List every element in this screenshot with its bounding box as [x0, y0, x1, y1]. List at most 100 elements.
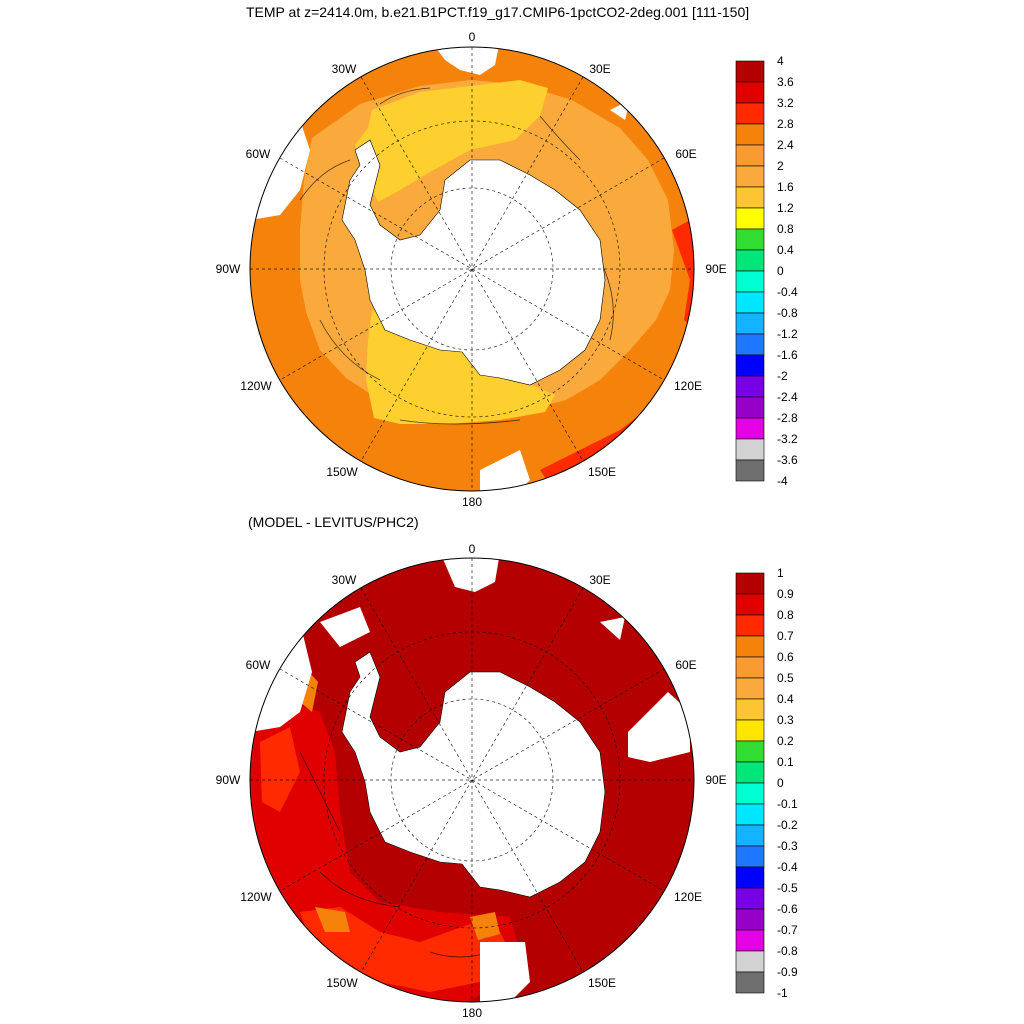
- colorbar-label: -2: [777, 369, 788, 383]
- bottom-longitude-labels: 0 30E 60E 90E 120E 150E 180 150W 120W 90…: [216, 542, 727, 1020]
- top-polar-map: 0 30E 60E 90E 120E 150E 180 150W 120W 90…: [216, 30, 798, 509]
- colorbar-swatch: [735, 123, 765, 146]
- land-mask-north: [440, 558, 500, 592]
- top-colorbar: 4 3.6 3.2 2.8 2.4 2 1.6 1.2 0.8 0.4 0 -0.4 -0.8 -1.2 -…: [735, 54, 798, 488]
- land-mask-south: [480, 942, 530, 1002]
- colorbar-label: -4: [777, 474, 788, 488]
- colorbar-swatch: [735, 614, 765, 637]
- lon-label-0: 0: [469, 30, 476, 44]
- colorbar-label: -0.5: [777, 881, 798, 895]
- colorbar-swatch: [735, 824, 765, 847]
- lon-label-150w: 150W: [326, 976, 358, 990]
- land-mask-east-coast: [628, 692, 690, 762]
- colorbar-label: 0.2: [777, 734, 794, 748]
- lon-label-90e: 90E: [705, 773, 726, 787]
- colorbar-label: 1: [777, 566, 784, 580]
- colorbar-label: -0.7: [777, 923, 798, 937]
- lon-label-120w: 120W: [240, 379, 272, 393]
- colorbar-label: -0.4: [777, 860, 798, 874]
- antarctica-mask: [341, 651, 606, 898]
- colorbar-label: -3.6: [777, 453, 798, 467]
- colorbar-swatch: [735, 102, 765, 125]
- lon-label-60e: 60E: [675, 658, 696, 672]
- antarctica-mask: [341, 139, 606, 386]
- colorbar-swatch: [735, 656, 765, 679]
- lon-label-30w: 30W: [332, 62, 357, 76]
- field-contours: [299, 87, 614, 425]
- colorbar-label: -2.4: [777, 390, 798, 404]
- colorbar-swatch: [735, 291, 765, 314]
- colorbar-swatch: [735, 144, 765, 167]
- colorbar-label: -2.8: [777, 411, 798, 425]
- bottom-map-title: (MODEL - LEVITUS/PHC2): [248, 514, 419, 530]
- field-high-north: [355, 80, 548, 202]
- colorbar-label: -3.2: [777, 432, 798, 446]
- bottom-field: [250, 558, 694, 1002]
- field-south-accent-1: [315, 907, 350, 932]
- colorbar-swatch: [735, 887, 765, 910]
- colorbar-label: 0.3: [777, 713, 794, 727]
- colorbar-swatch: [735, 333, 765, 356]
- colorbar-label: 3.6: [777, 75, 794, 89]
- colorbar-label: 1.2: [777, 201, 794, 215]
- colorbar-swatch: [735, 375, 765, 398]
- top-map-border: [249, 46, 695, 492]
- colorbar-swatch: [735, 677, 765, 700]
- colorbar-swatch: [735, 782, 765, 805]
- colorbar-swatch: [735, 81, 765, 104]
- lon-label-30e: 30E: [589, 62, 610, 76]
- colorbar-swatch: [735, 417, 765, 440]
- colorbar-label: 2: [777, 159, 784, 173]
- colorbar-label: -1.6: [777, 348, 798, 362]
- colorbar-swatch: [735, 950, 765, 973]
- lon-label-60w: 60W: [246, 147, 271, 161]
- lon-label-150e: 150E: [588, 976, 616, 990]
- lon-label-150w: 150W: [326, 465, 358, 479]
- top-longitude-labels: 0 30E 60E 90E 120E 150E 180 150W 120W 90…: [216, 30, 727, 509]
- colorbar-swatch: [735, 698, 765, 721]
- colorbar-label: -1: [777, 986, 788, 1000]
- colorbar-label: 0.6: [777, 650, 794, 664]
- colorbar-swatch: [735, 719, 765, 742]
- colorbar-label: -0.1: [777, 797, 798, 811]
- colorbar-label: 2.8: [777, 117, 794, 131]
- colorbar-swatch: [735, 866, 765, 889]
- colorbar-label: -0.4: [777, 285, 798, 299]
- lon-label-60e: 60E: [675, 147, 696, 161]
- colorbar-swatch: [735, 572, 765, 595]
- colorbar-swatch: [735, 929, 765, 952]
- colorbar-label: 0.7: [777, 629, 794, 643]
- colorbar-swatch: [735, 845, 765, 868]
- colorbar-label: -0.2: [777, 818, 798, 832]
- colorbar-label: 0.8: [777, 222, 794, 236]
- bottom-graticule: [250, 558, 694, 1002]
- lon-label-150e: 150E: [588, 465, 616, 479]
- colorbar-swatch: [735, 459, 765, 482]
- colorbar-swatch: [735, 803, 765, 826]
- lon-label-180: 180: [462, 495, 482, 509]
- colorbar-swatch: [735, 207, 765, 230]
- lon-label-120w: 120W: [240, 890, 272, 904]
- lon-label-60w: 60W: [246, 658, 271, 672]
- top-graticule: [250, 47, 694, 491]
- colorbar-swatch: [735, 740, 765, 763]
- lon-label-90w: 90W: [216, 773, 241, 787]
- colorbar-swatch: [735, 186, 765, 209]
- lon-label-90w: 90W: [216, 262, 241, 276]
- colorbar-label: 4: [777, 54, 784, 68]
- colorbar-label: 0.8: [777, 608, 794, 622]
- colorbar-label: 1.6: [777, 180, 794, 194]
- colorbar-swatch: [735, 908, 765, 931]
- bottom-colorbar: 1 0.9 0.8 0.7 0.6 0.5 0.4 0.3 0.2 0.1 0 -0.1 -0.2 -0.…: [735, 566, 798, 1000]
- colorbar-label: 3.2: [777, 96, 794, 110]
- lon-label-180: 180: [462, 1006, 482, 1020]
- colorbar-label: -0.8: [777, 306, 798, 320]
- lon-label-30w: 30W: [332, 573, 357, 587]
- colorbar-label: 2.4: [777, 138, 794, 152]
- colorbar-swatch: [735, 60, 765, 83]
- lon-label-120e: 120E: [674, 890, 702, 904]
- colorbar-swatch: [735, 270, 765, 293]
- colorbar-label: 0.9: [777, 587, 794, 601]
- field-south-accent-2: [470, 912, 500, 940]
- colorbar-swatch: [735, 761, 765, 784]
